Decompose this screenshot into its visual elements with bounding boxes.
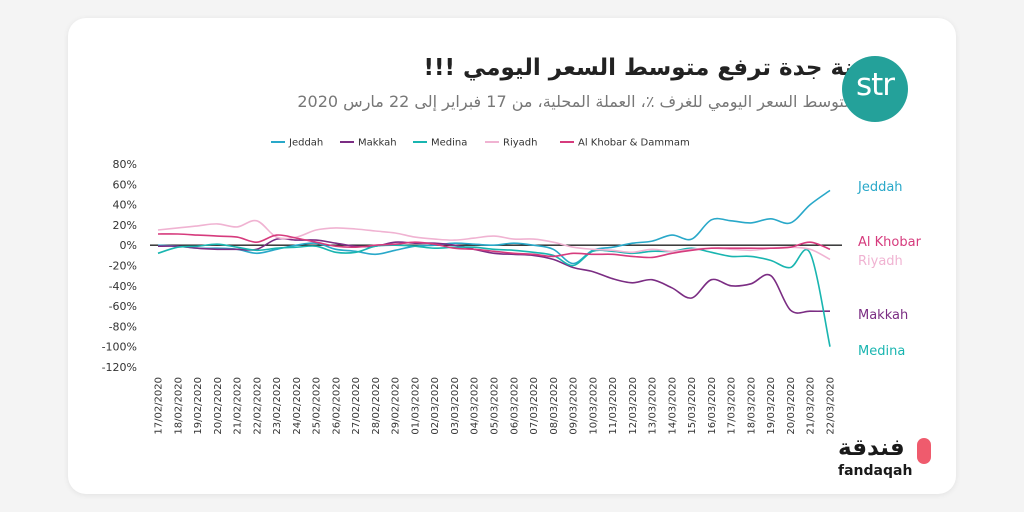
y-axis: 80% 60% 40% 20% 0% -20% -40% -60% -80% -100% -120%: [102, 158, 137, 374]
legend-label-riyadh: Riyadh: [503, 138, 537, 149]
y-tick-label: 60%: [113, 178, 137, 191]
x-tick-label: 22/03/2020: [826, 377, 837, 435]
x-tick-label: 28/02/2020: [371, 377, 382, 435]
series-line-medina: [157, 243, 831, 347]
legend-label-makkah: Makkah: [358, 138, 397, 149]
end-label-makkah: Makkah: [858, 308, 908, 323]
x-tick-label: 25/02/2020: [312, 377, 323, 435]
x-tick-label: 21/03/2020: [806, 377, 817, 435]
x-tick-label: 18/02/2020: [173, 377, 184, 435]
x-tick-label: 23/02/2020: [272, 377, 283, 435]
x-tick-label: 03/03/2020: [450, 377, 461, 435]
x-tick-label: 24/02/2020: [292, 377, 303, 435]
fandaqah-latin-text: fandaqah: [838, 463, 913, 479]
y-tick-label: 80%: [113, 158, 137, 171]
end-label-medina: Medina: [858, 344, 905, 359]
series-line-makkah: [157, 237, 831, 314]
x-tick-label: 19/03/2020: [766, 377, 777, 435]
series-end-labels: Jeddah Makkah Medina Riyadh Al Khobar: [857, 180, 922, 359]
x-tick-label: 13/03/2020: [648, 377, 659, 435]
chart-title: مدينة جدة ترفع متوسط السعر اليومي !!!: [423, 55, 890, 81]
x-tick-label: 06/03/2020: [509, 377, 520, 435]
series-lines: [157, 189, 831, 347]
y-tick-label: -40%: [109, 280, 137, 293]
legend-label-jeddah: Jeddah: [288, 138, 323, 149]
x-tick-label: 05/03/2020: [490, 377, 501, 435]
chart-legend: Jeddah Makkah Medina Riyadh Al Khobar & Damm…: [271, 138, 690, 149]
x-tick-label: 04/03/2020: [470, 377, 481, 435]
end-label-riyadh: Riyadh: [858, 254, 903, 269]
y-tick-label: -100%: [102, 341, 137, 354]
y-tick-label: -60%: [109, 300, 137, 313]
legend-label-medina: Medina: [431, 138, 467, 149]
legend-label-al-khobar-dammam: Al Khobar & Dammam: [578, 138, 690, 149]
x-tick-label: 29/02/2020: [391, 377, 402, 435]
x-tick-label: 20/02/2020: [213, 377, 224, 435]
end-label-jeddah: Jeddah: [857, 180, 903, 195]
chart-subtitle: نسبة متوسط السعر اليومي للغرف ٪، العملة …: [297, 92, 890, 111]
y-tick-label: 0%: [120, 239, 137, 252]
x-tick-label: 21/02/2020: [233, 377, 244, 435]
x-tick-label: 18/03/2020: [746, 377, 757, 435]
y-tick-label: -80%: [109, 320, 137, 333]
fandaqah-logo: فندقة fandaqah: [830, 435, 940, 482]
x-tick-label: 16/03/2020: [707, 377, 718, 435]
x-tick-label: 15/03/2020: [687, 377, 698, 435]
location-pin-icon: [917, 438, 931, 464]
x-tick-label: 22/02/2020: [252, 377, 263, 435]
x-tick-label: 14/03/2020: [667, 377, 678, 435]
x-tick-label: 20/03/2020: [786, 377, 797, 435]
x-tick-label: 01/03/2020: [410, 377, 421, 435]
end-label-al-khobar-dammam: Al Khobar: [858, 235, 922, 250]
y-tick-label: 40%: [113, 199, 137, 212]
x-tick-label: 26/02/2020: [331, 377, 342, 435]
x-tick-label: 02/03/2020: [430, 377, 441, 435]
fandaqah-arabic-text: فندقة: [838, 435, 905, 461]
chart-card: [68, 18, 956, 494]
series-line-al-khobar-dammam: [157, 233, 831, 259]
y-tick-label: -120%: [102, 361, 137, 374]
x-tick-label: 19/02/2020: [193, 377, 204, 435]
x-tick-label: 08/03/2020: [549, 377, 560, 435]
x-axis: 17/02/2020 18/02/2020 19/02/2020 20/02/2020…: [154, 377, 837, 435]
str-logo-text: str: [855, 67, 895, 103]
x-tick-label: 17/03/2020: [727, 377, 738, 435]
series-line-jeddah: [157, 189, 831, 265]
y-tick-label: 20%: [113, 219, 137, 232]
y-tick-label: -20%: [109, 260, 137, 273]
x-tick-label: 07/03/2020: [529, 377, 540, 435]
x-tick-label: 27/02/2020: [351, 377, 362, 435]
x-tick-label: 12/03/2020: [628, 377, 639, 435]
str-logo: str: [842, 56, 908, 122]
x-tick-label: 09/03/2020: [569, 377, 580, 435]
x-tick-label: 17/02/2020: [154, 377, 165, 435]
x-tick-label: 11/03/2020: [608, 377, 619, 435]
x-tick-label: 10/03/2020: [588, 377, 599, 435]
